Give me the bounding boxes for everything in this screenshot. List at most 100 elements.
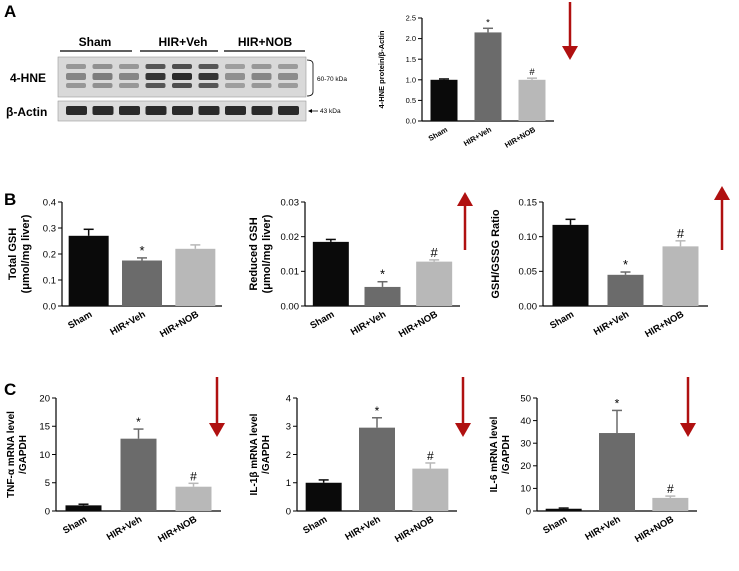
y-tick-label: 0.10 <box>519 232 538 243</box>
significance-marker: * <box>615 396 620 410</box>
y-tick-label: 10 <box>39 450 50 461</box>
bar <box>607 274 644 306</box>
blot-band-actin <box>198 106 220 115</box>
y-tick-label: 0.2 <box>43 249 56 260</box>
y-tick-label: 0.3 <box>43 223 56 234</box>
bar <box>305 482 342 511</box>
bar <box>416 261 453 306</box>
chart-body: 0.00 0.05 0.10 0.15 GSH/GSSG Ratio Sham * HIR+V… <box>490 197 708 340</box>
category-label: HIR+Veh <box>105 514 144 543</box>
bar <box>545 508 582 511</box>
blot-band-4hne <box>145 83 166 88</box>
panel-letter-a: A <box>4 2 17 21</box>
significance-marker: * <box>139 243 144 258</box>
y-tick-label: 2 <box>286 450 291 461</box>
significance-marker: * <box>136 415 141 429</box>
category-label: HIR+NOB <box>503 125 537 150</box>
y-tick-label: 4 <box>286 393 291 404</box>
category-label: HIR+NOB <box>397 309 440 340</box>
arrow-up-icon <box>457 192 473 250</box>
blot-band-actin <box>66 106 87 115</box>
y-tick-label: 0 <box>286 506 291 517</box>
category-label: Sham <box>66 309 94 331</box>
bar <box>65 505 102 511</box>
significance-marker: # <box>677 226 685 241</box>
y-tick-label: 30 <box>520 439 531 450</box>
significance-marker: * <box>623 257 628 272</box>
bar <box>364 286 401 306</box>
blot-band-actin <box>251 106 273 115</box>
chart-tnf-alpha: 0 5 10 15 20 TNF-α mRNA level/GAPDH Sham * HIR+V… <box>6 393 221 545</box>
blot-band-4hne <box>278 64 298 69</box>
y-axis-label: TNF-α mRNA level/GAPDH <box>6 411 29 498</box>
chart-il-1beta: 0 1 2 3 4 IL-1β mRNA level/GAPDH Sham * HIR+Veh #… <box>249 393 457 545</box>
chart-body: 0 5 10 15 20 TNF-α mRNA level/GAPDH Sham * HIR+V… <box>6 393 221 545</box>
category-label: Sham <box>427 125 449 143</box>
significance-marker: # <box>190 469 197 483</box>
y-tick-label: 0.15 <box>519 197 538 208</box>
blot-size-arrowhead <box>308 109 312 113</box>
blot-row-label-4hne: 4-HNE <box>10 71 46 85</box>
blot-band-4hne <box>225 73 245 80</box>
blot-band-actin <box>172 106 193 115</box>
blot-band-4hne <box>145 73 166 80</box>
y-axis-label: Total GSH(μmol/mg liver) <box>7 214 32 293</box>
y-tick-label: 0.0 <box>43 301 56 312</box>
blot-group-label-hir-nob: HIR+NOB <box>238 35 293 49</box>
bar <box>518 79 546 121</box>
category-label: HIR+Veh <box>583 514 622 543</box>
y-tick-label: 0 <box>45 506 50 517</box>
category-label: HIR+NOB <box>156 514 199 545</box>
category-label: HIR+NOB <box>158 309 201 340</box>
y-tick-label: 1.0 <box>406 75 416 84</box>
bar <box>599 433 635 511</box>
blot-band-actin <box>225 106 246 115</box>
bar <box>359 427 395 511</box>
y-tick-label: 3 <box>286 422 291 433</box>
y-tick-label: 0.0 <box>406 117 416 126</box>
chart-gsh-gssg-ratio: 0.00 0.05 0.10 0.15 GSH/GSSG Ratio Sham * HIR+V… <box>490 197 708 340</box>
category-label: HIR+Veh <box>108 309 147 338</box>
chart-body: 0 1 2 3 4 IL-1β mRNA level/GAPDH Sham * HIR+Veh #… <box>249 393 457 545</box>
y-tick-label: 1.5 <box>406 55 416 64</box>
y-tick-label: 0.02 <box>281 232 300 243</box>
blot-size-bracket <box>306 59 314 97</box>
panel-letter-c: C <box>4 380 17 399</box>
y-tick-label: 20 <box>39 393 50 404</box>
blot-band-actin <box>119 106 140 115</box>
arrow-down-icon <box>209 377 225 437</box>
y-tick-label: 40 <box>520 416 531 427</box>
blot-size-label-hne: 60-70 kDa <box>317 76 347 83</box>
blot-band-4hne <box>92 73 113 80</box>
blot-band-4hne <box>92 64 113 69</box>
y-tick-label: 0.01 <box>281 267 300 278</box>
significance-marker: * <box>380 267 385 282</box>
blot-band-4hne <box>278 83 298 88</box>
blot-band-actin <box>145 106 167 115</box>
y-tick-label: 20 <box>520 461 531 472</box>
blot-band-4hne <box>251 64 272 69</box>
chart-body: 0.0 0.1 0.2 0.3 0.4 Total GSH(μmol/mg liver) S… <box>7 197 222 340</box>
bar <box>175 248 216 306</box>
blot-band-actin <box>278 106 299 115</box>
y-tick-label: 0.00 <box>519 301 538 312</box>
blot-band-4hne <box>66 73 86 80</box>
category-label: HIR+Veh <box>349 309 388 338</box>
significance-marker: # <box>529 67 535 78</box>
significance-marker: # <box>427 449 434 463</box>
bar <box>662 246 699 306</box>
bar <box>175 486 212 511</box>
chart-body: 0 10 20 30 40 50 IL-6 mRNA level/GAPDH Sham * HIR… <box>489 393 697 545</box>
y-tick-label: 15 <box>39 422 50 433</box>
blot-band-actin <box>92 106 114 115</box>
category-label: Sham <box>301 514 329 536</box>
category-label: Sham <box>541 514 569 536</box>
blot-band-4hne <box>198 83 219 88</box>
y-axis-label: IL-1β mRNA level/GAPDH <box>249 413 272 495</box>
chart-il-6: 0 10 20 30 40 50 IL-6 mRNA level/GAPDH Sham * HIR… <box>489 393 697 545</box>
y-tick-label: 10 <box>520 484 531 495</box>
category-label: Sham <box>308 309 336 331</box>
western-blot: Sham HIR+Veh HIR+NOB 4-HNE β-Actin 60-70… <box>6 35 347 122</box>
y-tick-label: 2.5 <box>406 14 416 23</box>
blot-band-4hne <box>225 83 245 88</box>
